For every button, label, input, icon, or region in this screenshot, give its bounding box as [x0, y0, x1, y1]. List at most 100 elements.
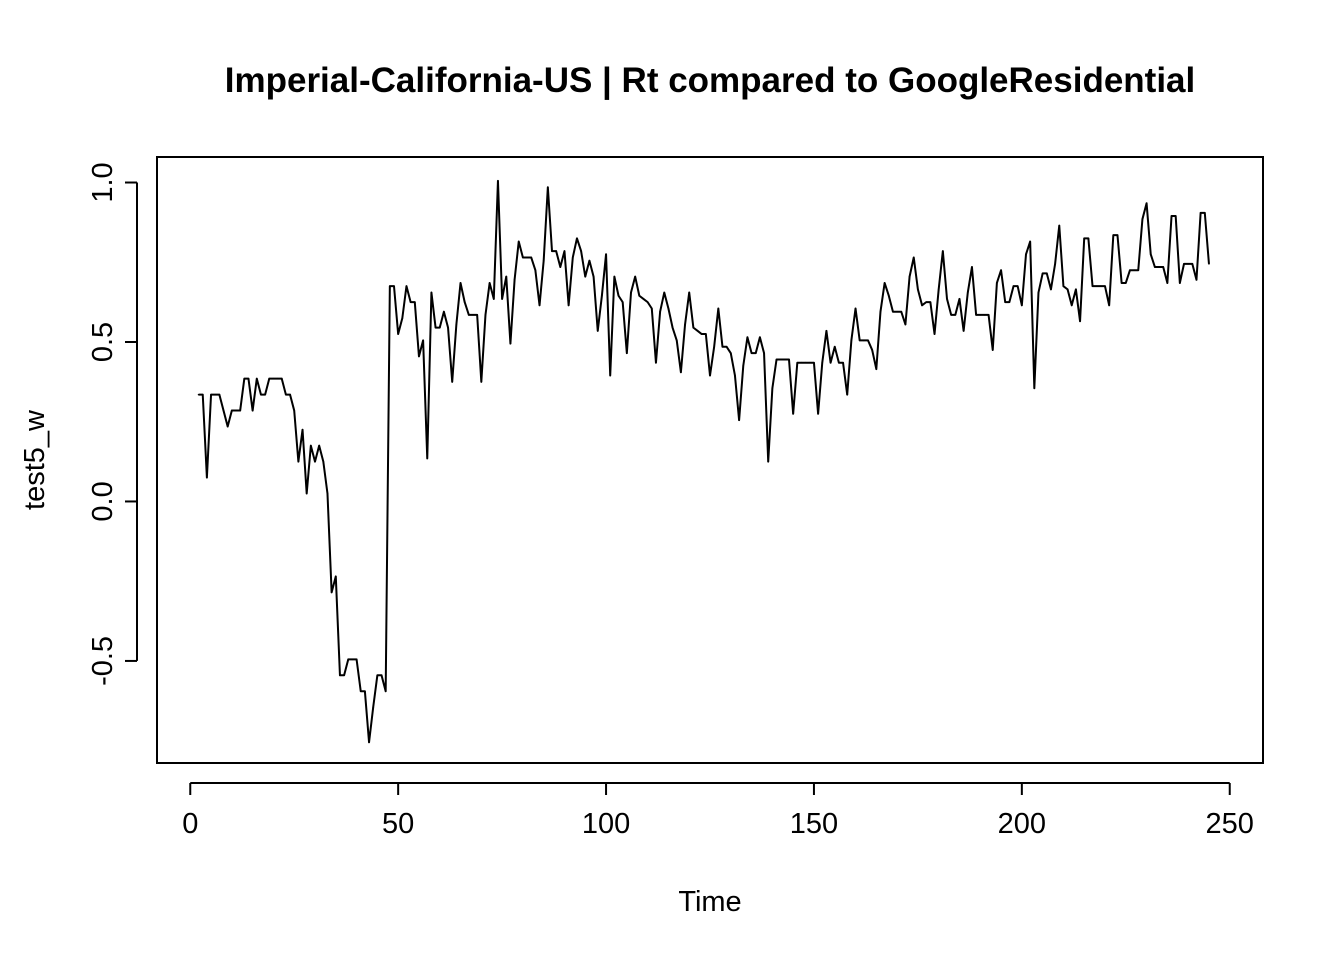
data-point	[1149, 253, 1152, 256]
data-point	[314, 460, 316, 463]
data-point	[754, 352, 757, 354]
data-point	[1199, 212, 1202, 214]
data-point	[276, 377, 279, 380]
y-axis-label: test5_w	[19, 409, 51, 510]
x-tick-label: 100	[582, 808, 630, 840]
data-point	[443, 310, 445, 313]
data-point	[1112, 234, 1115, 236]
data-point	[393, 285, 395, 287]
x-tick-label: 150	[790, 808, 838, 840]
data-point	[1195, 278, 1198, 281]
data-point	[609, 374, 612, 377]
data-point	[389, 285, 391, 287]
data-point	[322, 460, 325, 463]
data-point	[1116, 234, 1119, 236]
data-point	[675, 339, 678, 342]
data-point	[1208, 263, 1210, 265]
data-point	[1087, 237, 1090, 240]
data-point	[946, 298, 948, 300]
data-point	[422, 339, 424, 342]
data-point	[950, 314, 952, 316]
data-point	[330, 591, 333, 594]
data-point	[226, 425, 229, 428]
data-point	[530, 256, 533, 259]
data-point	[542, 259, 545, 262]
data-point	[1141, 218, 1144, 220]
data-point	[251, 409, 254, 412]
data-point	[663, 291, 666, 294]
data-point	[547, 186, 549, 189]
data-point	[231, 409, 233, 412]
data-point	[522, 256, 524, 259]
data-point	[875, 368, 878, 370]
data-point	[750, 352, 753, 354]
data-point	[517, 240, 520, 243]
data-point	[297, 460, 300, 463]
data-point	[459, 282, 462, 284]
data-point	[996, 282, 998, 284]
data-point	[808, 361, 811, 364]
data-point	[1179, 282, 1181, 284]
data-point	[1166, 282, 1169, 284]
data-point	[413, 301, 416, 303]
data-point	[879, 310, 882, 313]
data-point	[1070, 304, 1073, 307]
data-point	[979, 314, 982, 316]
data-point	[285, 393, 287, 396]
data-point	[763, 352, 765, 354]
data-point	[908, 275, 911, 278]
data-point	[505, 275, 508, 278]
data-point	[887, 294, 890, 297]
data-point	[858, 339, 861, 342]
data-point	[966, 291, 969, 294]
data-point	[401, 317, 404, 319]
data-point	[800, 361, 803, 364]
data-point	[214, 393, 217, 396]
data-point	[584, 275, 587, 278]
x-tick-label: 250	[1206, 808, 1254, 840]
data-point	[526, 256, 528, 259]
data-point	[1016, 285, 1019, 287]
data-point	[576, 237, 578, 240]
data-point	[501, 298, 503, 300]
data-point	[987, 314, 990, 316]
data-point	[971, 266, 973, 268]
data-point	[1095, 285, 1098, 287]
data-point	[717, 307, 720, 310]
data-point	[854, 307, 857, 310]
data-point	[488, 282, 491, 284]
x-axis-ticks: 0 50 100 150 200 250	[182, 783, 1254, 840]
data-point	[863, 339, 865, 342]
data-point	[792, 412, 794, 415]
data-point	[468, 314, 470, 316]
data-point	[700, 333, 703, 335]
data-point	[904, 323, 907, 326]
data-point	[596, 330, 599, 332]
data-point	[775, 358, 778, 361]
data-point	[788, 358, 790, 361]
data-point	[917, 288, 919, 291]
data-point	[343, 674, 345, 677]
data-point	[305, 492, 308, 495]
data-point	[1012, 285, 1015, 287]
data-point	[438, 326, 441, 329]
data-point	[434, 326, 437, 329]
data-point	[942, 250, 944, 252]
data-point	[883, 282, 886, 284]
data-point	[613, 275, 616, 278]
data-point	[384, 690, 387, 693]
data-point	[659, 310, 661, 313]
data-point	[1158, 266, 1160, 268]
data-point	[210, 393, 212, 396]
data-point	[1037, 291, 1040, 294]
data-point	[1025, 253, 1027, 256]
data-point	[933, 333, 936, 335]
data-point	[688, 291, 691, 294]
data-point	[409, 301, 412, 303]
data-point	[1083, 237, 1086, 240]
data-point	[397, 333, 399, 335]
data-point	[480, 381, 483, 383]
data-point	[912, 256, 915, 259]
data-point	[1104, 285, 1106, 287]
data-point	[222, 409, 225, 412]
